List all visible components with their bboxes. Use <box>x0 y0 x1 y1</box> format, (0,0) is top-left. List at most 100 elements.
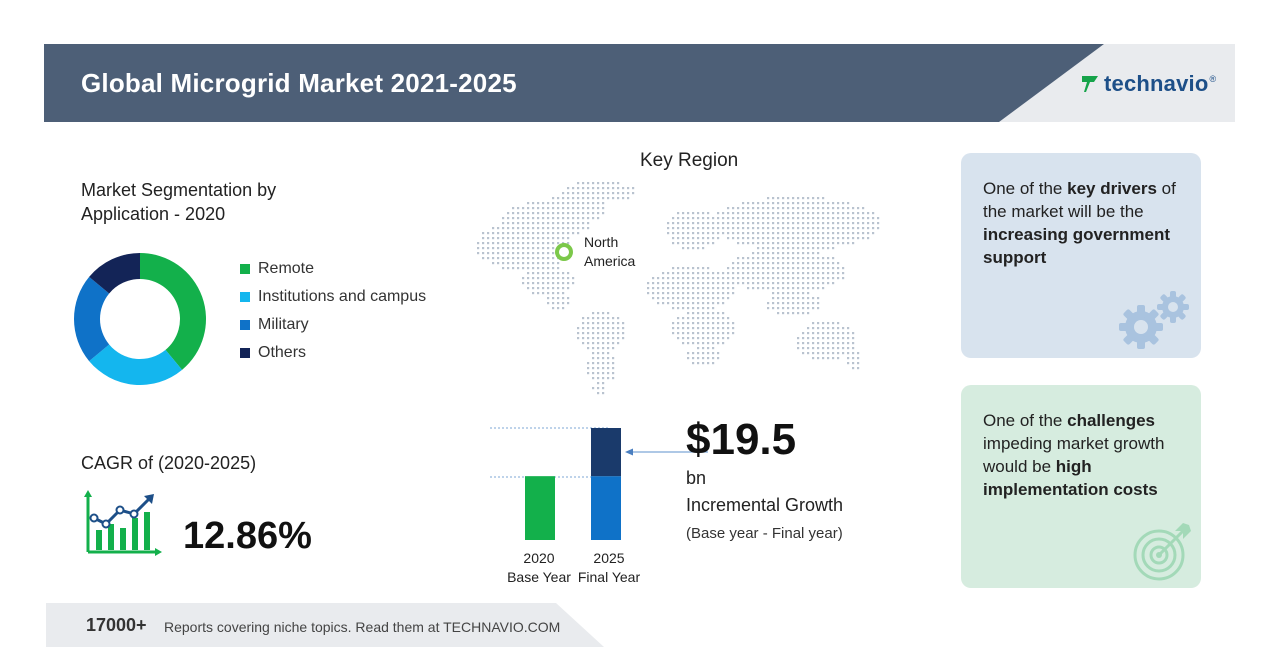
map-dot <box>832 217 835 220</box>
map-dot <box>757 252 760 255</box>
map-dot <box>762 227 765 230</box>
key-region-label: North America <box>584 233 635 271</box>
map-dot <box>712 272 715 275</box>
map-dot <box>732 207 735 210</box>
map-dot <box>482 232 485 235</box>
map-dot <box>577 202 580 205</box>
map-dot <box>557 307 560 310</box>
map-dot <box>772 207 775 210</box>
map-dot <box>742 227 745 230</box>
map-dot <box>502 237 505 240</box>
map-dot <box>797 302 800 305</box>
map-dot <box>772 262 775 265</box>
map-dot <box>752 227 755 230</box>
map-dot <box>697 267 700 270</box>
map-dot <box>612 332 615 335</box>
map-dot <box>532 252 535 255</box>
map-dot <box>487 257 490 260</box>
map-dot <box>817 247 820 250</box>
map-dot <box>712 342 715 345</box>
map-dot <box>807 297 810 300</box>
map-dot <box>757 287 760 290</box>
map-dot <box>852 352 855 355</box>
map-dot <box>867 227 870 230</box>
map-dot <box>827 337 830 340</box>
map-dot <box>562 232 565 235</box>
map-dot <box>732 267 735 270</box>
map-dot <box>752 242 755 245</box>
map-dot <box>792 292 795 295</box>
map-dot <box>527 272 530 275</box>
map-dot <box>687 322 690 325</box>
map-dot <box>787 232 790 235</box>
map-dot <box>677 327 680 330</box>
map-dot <box>792 302 795 305</box>
map-dot <box>777 262 780 265</box>
map-dot <box>722 337 725 340</box>
map-dot <box>722 212 725 215</box>
map-dot <box>812 357 815 360</box>
map-dot <box>787 202 790 205</box>
map-dot <box>767 247 770 250</box>
map-dot <box>817 347 820 350</box>
footer-banner[interactable]: 17000+ Reports covering niche topics. Re… <box>46 603 604 647</box>
map-dot <box>777 212 780 215</box>
map-dot <box>687 317 690 320</box>
map-dot <box>802 342 805 345</box>
map-dot <box>742 217 745 220</box>
map-dot <box>777 247 780 250</box>
map-dot <box>512 222 515 225</box>
map-dot <box>497 242 500 245</box>
map-dot <box>732 287 735 290</box>
map-dot <box>577 217 580 220</box>
map-dot <box>827 332 830 335</box>
map-dot <box>682 337 685 340</box>
map-dot <box>742 212 745 215</box>
map-dot <box>567 287 570 290</box>
map-dot <box>702 227 705 230</box>
cagr-label: CAGR of (2020-2025) <box>81 453 257 473</box>
map-dot <box>697 212 700 215</box>
map-dot <box>747 267 750 270</box>
map-dot <box>567 232 570 235</box>
map-dot <box>582 317 585 320</box>
map-dot <box>597 357 600 360</box>
map-dot <box>512 262 515 265</box>
map-dot <box>547 277 550 280</box>
map-dot <box>817 277 820 280</box>
map-dot <box>682 302 685 305</box>
map-dot <box>742 272 745 275</box>
map-dot <box>852 332 855 335</box>
map-dot <box>542 242 545 245</box>
map-dot <box>677 222 680 225</box>
map-dot <box>717 232 720 235</box>
map-dot <box>807 262 810 265</box>
map-dot <box>852 347 855 350</box>
technavio-logo[interactable]: technavio ® <box>1080 71 1216 97</box>
map-dot <box>822 347 825 350</box>
map-dot <box>797 237 800 240</box>
map-dot <box>552 272 555 275</box>
map-dot <box>852 212 855 215</box>
map-dot <box>777 242 780 245</box>
map-dot <box>737 257 740 260</box>
map-dot <box>682 247 685 250</box>
map-dot <box>717 222 720 225</box>
map-dot <box>792 197 795 200</box>
map-dot <box>802 352 805 355</box>
map-dot <box>597 197 600 200</box>
map-dot <box>552 302 555 305</box>
map-dot <box>782 207 785 210</box>
map-dot <box>722 322 725 325</box>
map-dot <box>812 247 815 250</box>
map-dot <box>762 242 765 245</box>
map-dot <box>842 222 845 225</box>
map-dot <box>827 262 830 265</box>
map-dot <box>602 362 605 365</box>
map-dot <box>802 247 805 250</box>
map-dot <box>847 232 850 235</box>
map-dot <box>747 207 750 210</box>
map-dot <box>792 252 795 255</box>
map-dot <box>592 362 595 365</box>
map-dot <box>592 192 595 195</box>
